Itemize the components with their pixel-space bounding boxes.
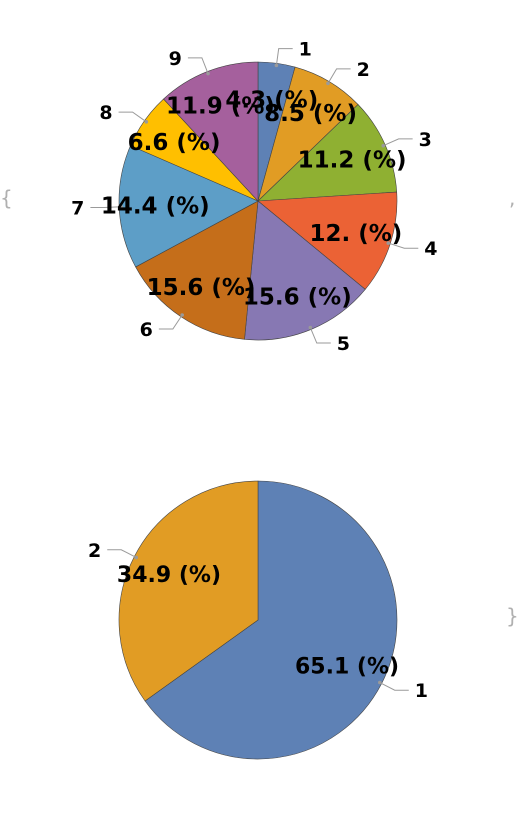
pie2-leader-line-2 [107, 549, 137, 558]
pie1-leader-line-1 [275, 48, 293, 66]
pie1-leader-line-2 [327, 68, 351, 84]
pie-chart-2: 1 2 65.1 (%) 34.9 (%) [88, 480, 428, 760]
pie1-leader-line-7 [90, 206, 122, 209]
pie2-category-label-1: 1 [415, 680, 428, 702]
pie1-value-label-3: 11.2 (%) [298, 148, 407, 174]
pie2-value-label-2: 34.9 (%) [117, 563, 221, 588]
pie1-category-label-8: 8 [99, 102, 112, 124]
close-brace: } [506, 604, 517, 628]
pie2-category-label-2: 2 [88, 540, 101, 562]
pie1-value-label-4: 12. (%) [309, 221, 402, 247]
pie1-value-label-5: 15.6 (%) [243, 284, 352, 310]
pie1-value-label-7: 14.4 (%) [101, 194, 210, 220]
pie1-category-label-7: 7 [71, 198, 84, 220]
pie1-leader-line-9 [187, 57, 209, 74]
pie1-value-label-9: 11.9 (%) [166, 94, 275, 120]
pie2-leader-line-1 [379, 682, 409, 691]
pie1-value-label-6: 15.6 (%) [147, 275, 256, 301]
pie1-leader-line-5 [309, 327, 331, 344]
pie1-leader-line-6 [158, 314, 183, 330]
pie1-leader-line-8 [118, 111, 147, 123]
separator-comma: , [509, 186, 516, 210]
open-brace: { [0, 186, 13, 210]
pie1-category-label-6: 6 [140, 319, 153, 341]
pie1-value-label-8: 6.6 (%) [128, 130, 221, 156]
pie1-category-label-5: 5 [337, 333, 350, 355]
pie1-value-label-2: 8.5 (%) [264, 101, 357, 127]
pie2-value-label-1: 65.1 (%) [295, 655, 399, 680]
pie-chart-1: 1 2 3 4 5 6 7 8 9 4.3 (%)8.5 (%) 11.2 (%) 12. (%) 15… [71, 39, 437, 355]
pie1-leader-line-4 [388, 242, 419, 249]
pie1-value-label-1: 4.3 (%) [225, 87, 318, 113]
pie1-category-label-9: 9 [169, 48, 182, 70]
pie1-category-label-3: 3 [419, 129, 432, 151]
pie1-category-label-1: 1 [299, 39, 312, 61]
pie1-category-label-4: 4 [424, 238, 437, 260]
pie1-leader-line-3 [383, 138, 413, 147]
pie1-category-label-2: 2 [357, 59, 370, 81]
